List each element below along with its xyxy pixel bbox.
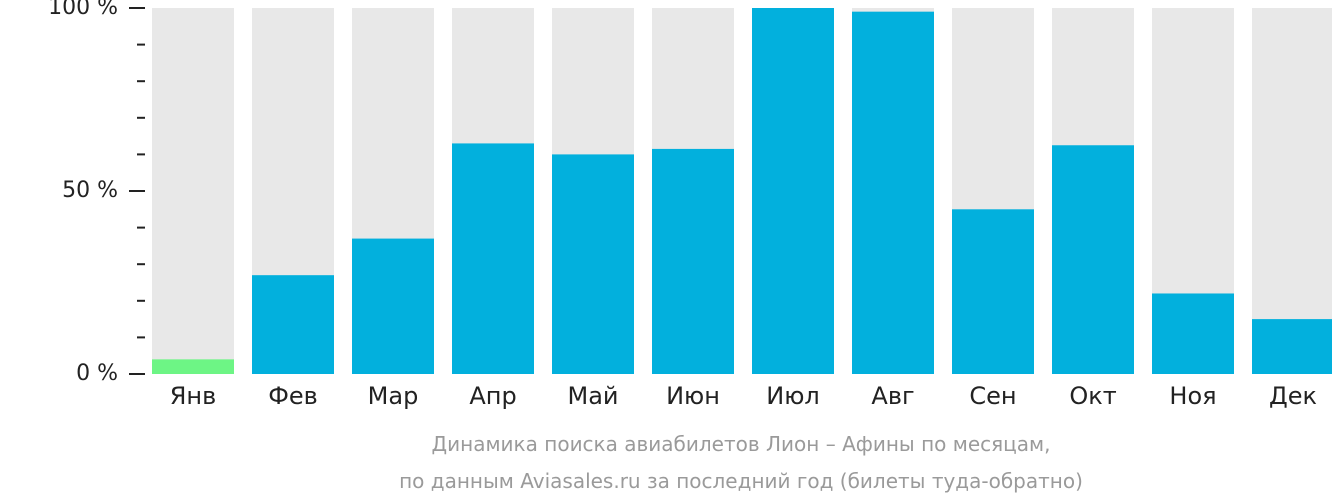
- y-tick-label: 0 %: [76, 361, 118, 386]
- chart-caption-line2: по данным Aviasales.ru за последний год …: [399, 469, 1083, 493]
- bar-4: [452, 143, 534, 374]
- bar-7: [752, 8, 834, 374]
- bar-9: [952, 209, 1034, 374]
- y-tick-label: 50 %: [62, 178, 118, 203]
- bar-6: [652, 148, 734, 374]
- bar-track-1: [152, 8, 234, 374]
- x-tick-label: Июл: [766, 382, 820, 410]
- x-tick-label: Дек: [1269, 382, 1317, 410]
- x-tick-label: Апр: [469, 382, 516, 410]
- bar-1: [152, 359, 234, 374]
- y-axis: 0 % 50 % 100 %: [48, 0, 145, 386]
- x-tick-label: Мар: [368, 382, 419, 410]
- y-tick-label: 100 %: [48, 0, 118, 20]
- bar-8: [852, 11, 934, 374]
- bars: [152, 8, 1332, 374]
- bar-11: [1152, 293, 1234, 374]
- x-tick-label: Окт: [1069, 382, 1116, 410]
- x-tick-label: Авг: [871, 382, 914, 410]
- x-tick-label: Янв: [170, 382, 217, 410]
- bar-3: [352, 238, 434, 374]
- bar-2: [252, 275, 334, 374]
- bar-10: [1052, 145, 1134, 374]
- chart-caption-line1: Динамика поиска авиабилетов Лион – Афины…: [432, 432, 1051, 456]
- bar-5: [552, 154, 634, 374]
- bar-track-12: [1252, 8, 1332, 374]
- x-tick-label: Июн: [666, 382, 720, 410]
- x-tick-label: Сен: [969, 382, 1016, 410]
- bar-12: [1252, 319, 1332, 374]
- x-tick-label: Фев: [268, 382, 318, 410]
- x-tick-label: Май: [567, 382, 618, 410]
- x-axis: Янв Фев Мар Апр Май Июн Июл Авг Сен Окт Ноя Дек: [170, 382, 1317, 410]
- x-tick-label: Ноя: [1169, 382, 1216, 410]
